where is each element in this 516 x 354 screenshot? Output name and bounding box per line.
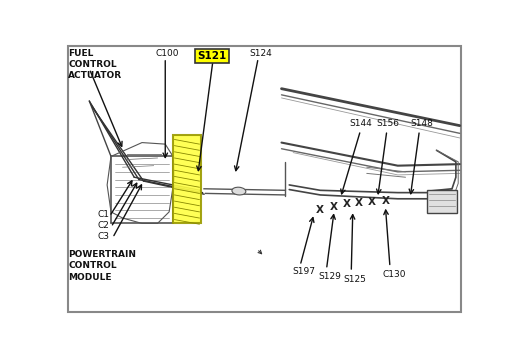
Text: X: X — [381, 196, 390, 206]
Text: S121: S121 — [197, 51, 227, 61]
Text: C100: C100 — [156, 48, 180, 58]
Text: X: X — [355, 198, 363, 208]
Text: S148: S148 — [410, 120, 433, 129]
Text: POWERTRAIN
CONTROL
MODULE: POWERTRAIN CONTROL MODULE — [69, 250, 136, 281]
Bar — [427, 190, 457, 213]
Text: X: X — [330, 202, 338, 212]
Ellipse shape — [232, 187, 246, 195]
Text: X: X — [343, 199, 350, 209]
Text: S125: S125 — [344, 275, 366, 284]
Text: C130: C130 — [382, 270, 406, 279]
Text: S124: S124 — [249, 48, 272, 58]
Text: C1: C1 — [97, 210, 109, 219]
Text: S129: S129 — [319, 272, 342, 281]
Text: S197: S197 — [293, 267, 315, 276]
Text: X: X — [367, 197, 376, 207]
Text: FUEL
CONTROL
ACTUATOR: FUEL CONTROL ACTUATOR — [69, 48, 122, 80]
Bar — [173, 135, 201, 223]
Text: S144: S144 — [350, 120, 373, 129]
Text: C2: C2 — [97, 221, 109, 230]
Text: S156: S156 — [376, 120, 399, 129]
Text: C3: C3 — [97, 232, 109, 241]
Bar — [195, 48, 229, 63]
Text: X: X — [316, 205, 324, 215]
